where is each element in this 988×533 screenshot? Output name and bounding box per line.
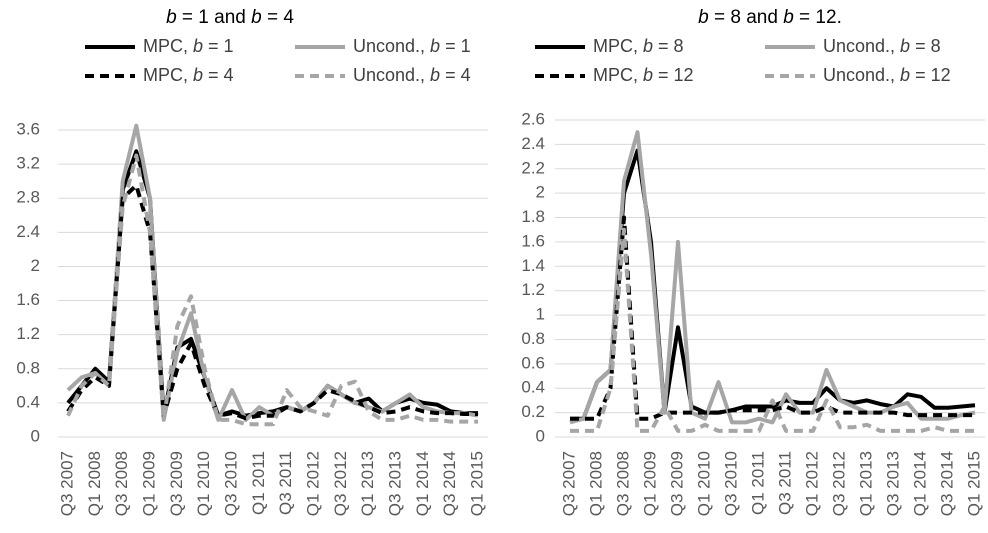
y-tick-label: 1 [536,305,545,324]
y-tick-label: 2.8 [16,188,40,207]
x-tick-label: Q1 2011 [249,451,268,515]
series-line [66,149,478,418]
y-tick-label: 0 [31,426,40,445]
x-tick-label: Q3 2013 [883,451,902,516]
legend-label: Uncond., b = 4 [353,65,471,85]
legend-label: MPC, b = 12 [593,65,694,85]
x-tick-label: Q3 2010 [221,451,240,516]
x-tick-label: Q3 2010 [721,451,740,516]
y-tick-label: 1.2 [521,280,545,299]
series-line [570,215,975,421]
x-tick-label: Q1 2012 [303,451,322,516]
y-tick-label: 0.8 [521,329,545,348]
series-line [570,227,975,433]
legend-label: MPC, b = 8 [593,36,684,56]
y-tick-label: 1.8 [521,207,545,226]
x-tick-label: Q3 2014 [937,451,956,516]
x-tick-label: Q3 2009 [167,451,186,516]
y-tick-label: 3.6 [16,119,40,138]
x-tick-label: Q1 2015 [964,451,983,516]
x-tick-label: Q1 2013 [358,451,377,516]
x-tick-label: Q1 2015 [467,451,486,516]
legend-label: MPC, b = 1 [143,36,234,56]
series-line [66,153,478,427]
y-tick-label: 2.2 [521,158,545,177]
x-tick-label: Q3 2008 [613,451,632,516]
x-tick-label: Q3 2012 [331,451,350,516]
x-tick-label: Q1 2010 [694,451,713,516]
y-tick-label: 2.4 [16,222,40,241]
y-tick-label: 1.6 [16,290,40,309]
y-tick-label: 0 [536,426,545,445]
y-tick-label: 0.2 [521,402,545,421]
x-tick-label: Q1 2009 [139,451,158,516]
x-tick-label: Q1 2010 [194,451,213,516]
y-tick-label: 0.4 [521,378,545,397]
series-line [569,130,976,425]
y-tick-label: 2 [31,256,40,275]
series-line [66,183,478,421]
x-tick-label: Q1 2009 [640,451,659,516]
series-line [570,148,976,421]
legend-label: Uncond., b = 1 [353,36,471,56]
legend-label: MPC, b = 4 [143,65,234,85]
y-tick-label: 0.6 [521,353,545,372]
x-tick-label: Q3 2013 [385,451,404,516]
y-tick-label: 1.2 [16,324,40,343]
chart-title: b = 1 and b = 4 [166,7,294,28]
legend-label: Uncond., b = 8 [823,36,941,56]
y-tick-label: 2.4 [521,134,545,153]
x-tick-label: Q1 2014 [910,451,929,516]
x-tick-label: Q3 2007 [559,451,578,516]
x-tick-label: Q3 2008 [112,451,131,516]
x-tick-label: Q1 2011 [748,451,767,515]
x-tick-label: Q1 2008 [85,451,104,516]
y-tick-label: 0.4 [16,392,40,411]
x-tick-label: Q3 2009 [667,451,686,516]
chart-title: b = 8 and b = 12. [698,7,842,28]
y-tick-label: 1.4 [521,256,545,275]
x-tick-label: Q1 2012 [802,451,821,516]
x-tick-label: Q3 2012 [829,451,848,516]
x-tick-label: Q3 2011 [276,451,295,515]
x-tick-label: Q3 2007 [57,451,76,516]
x-tick-label: Q1 2008 [586,451,605,516]
y-tick-label: 1.6 [521,231,545,250]
y-tick-label: 2.6 [521,109,545,128]
x-tick-label: Q1 2013 [856,451,875,516]
y-tick-label: 2 [536,183,545,202]
y-tick-label: 0.8 [16,358,40,377]
x-tick-label: Q1 2014 [413,451,432,516]
y-tick-label: 3.2 [16,154,40,173]
x-tick-label: Q3 2014 [440,451,459,516]
legend-label: Uncond., b = 12 [823,65,951,85]
x-tick-label: Q3 2011 [775,451,794,515]
